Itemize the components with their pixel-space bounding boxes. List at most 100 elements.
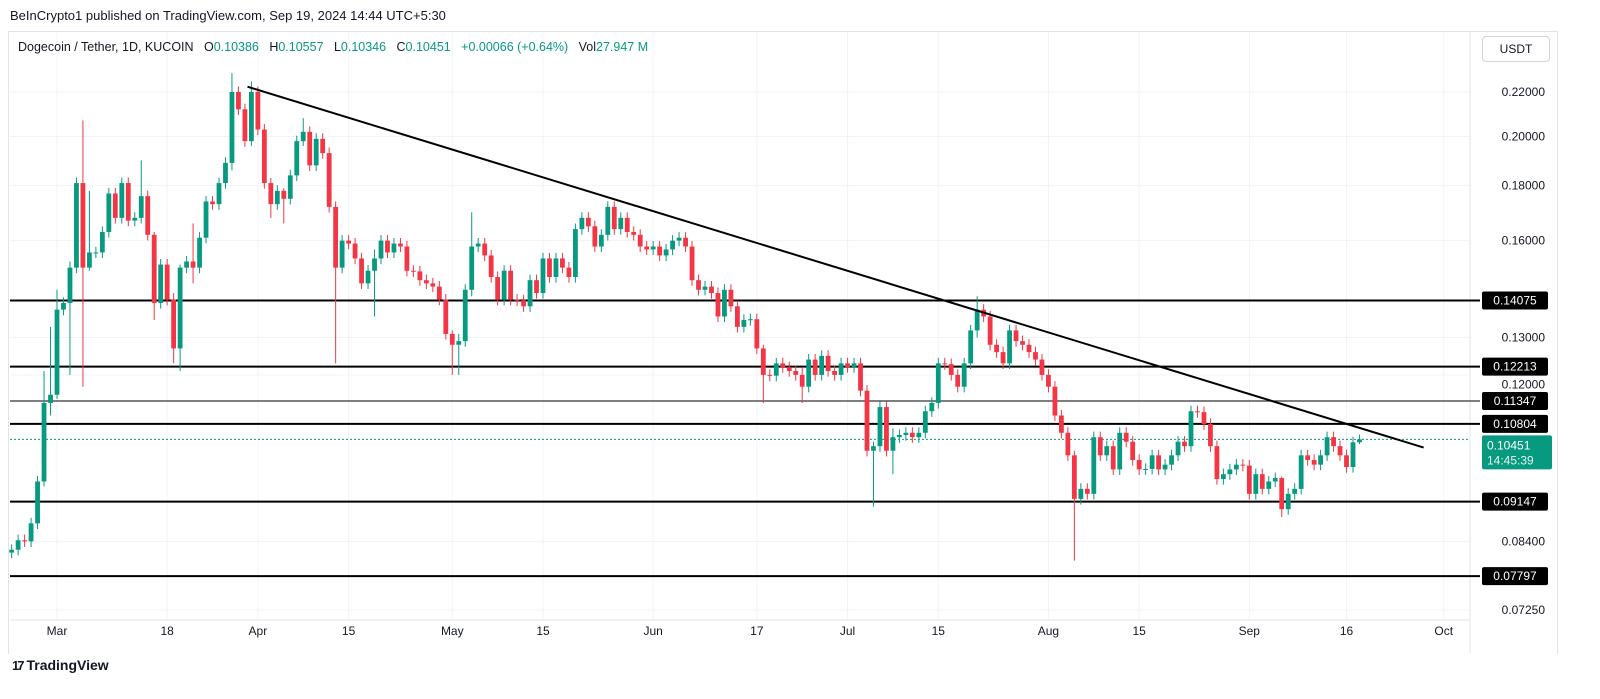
candle-up[interactable] xyxy=(540,252,546,299)
candle-up[interactable] xyxy=(462,284,468,347)
candle-down[interactable] xyxy=(1156,449,1161,476)
candle-down[interactable] xyxy=(948,358,954,381)
candle-up[interactable] xyxy=(294,135,300,182)
candle-up[interactable] xyxy=(249,81,254,146)
candle-up[interactable] xyxy=(67,261,73,375)
candle-down[interactable] xyxy=(631,226,637,241)
price-axis[interactable]: 0.22000 0.20000 0.18000 0.16000 0.13000 0.120… xyxy=(1502,85,1546,617)
candle-up[interactable] xyxy=(605,201,611,241)
candle-up[interactable] xyxy=(1078,483,1084,505)
candle-up[interactable] xyxy=(177,264,183,372)
candle-up[interactable] xyxy=(339,235,345,274)
candle-up[interactable] xyxy=(1292,483,1298,500)
candle-up[interactable] xyxy=(806,354,812,393)
candle-down[interactable] xyxy=(1195,405,1200,418)
candle-down[interactable] xyxy=(942,357,948,370)
currency-button[interactable]: USDT xyxy=(1482,36,1550,62)
candle-down[interactable] xyxy=(1201,406,1207,430)
candle-down[interactable] xyxy=(1123,427,1129,448)
candle-down[interactable] xyxy=(268,177,274,218)
candle-down[interactable] xyxy=(611,201,617,235)
candle-down[interactable] xyxy=(1052,381,1058,422)
candle-down[interactable] xyxy=(508,265,513,306)
candle-up[interactable] xyxy=(1272,472,1278,488)
candle-up[interactable] xyxy=(1357,434,1362,445)
candle-down[interactable] xyxy=(164,258,170,306)
candle-up[interactable] xyxy=(223,157,228,189)
candle-up[interactable] xyxy=(838,357,844,381)
candle-up[interactable] xyxy=(391,237,397,259)
candle-down[interactable] xyxy=(987,310,993,351)
candle-down[interactable] xyxy=(884,401,889,457)
candle-up[interactable] xyxy=(35,475,40,529)
candle-up[interactable] xyxy=(158,258,164,309)
candle-down[interactable] xyxy=(799,367,805,403)
candle-up[interactable] xyxy=(54,289,60,399)
candle-up[interactable] xyxy=(203,195,209,244)
candle-up[interactable] xyxy=(28,517,34,547)
candle-down[interactable] xyxy=(495,271,501,306)
candle-down[interactable] xyxy=(398,237,403,253)
candle-down[interactable] xyxy=(236,86,241,115)
candle-up[interactable] xyxy=(903,427,909,441)
candle-down[interactable] xyxy=(683,232,688,253)
candle-up[interactable] xyxy=(106,187,112,238)
candle-down[interactable] xyxy=(845,357,850,373)
candle-up[interactable] xyxy=(676,232,682,247)
candle-down[interactable] xyxy=(125,177,131,227)
candle-down[interactable] xyxy=(767,369,773,382)
candle-down[interactable] xyxy=(1039,354,1045,381)
candle-down[interactable] xyxy=(1182,436,1187,452)
candle-down[interactable] xyxy=(709,280,714,299)
candle-down[interactable] xyxy=(1136,454,1142,476)
candle-up[interactable] xyxy=(598,229,604,253)
candle-down[interactable] xyxy=(1026,339,1032,358)
candle-down[interactable] xyxy=(547,252,552,283)
candle-down[interactable] xyxy=(346,235,351,250)
candle-up[interactable] xyxy=(929,397,935,417)
candle-up[interactable] xyxy=(871,441,876,507)
candle-down[interactable] xyxy=(786,361,792,377)
candle-down[interactable] xyxy=(858,357,863,397)
candle-down[interactable] xyxy=(385,235,390,259)
candle-down[interactable] xyxy=(566,262,572,283)
candle-up[interactable] xyxy=(877,401,883,452)
candle-down[interactable] xyxy=(112,187,118,224)
candle-up[interactable] xyxy=(1162,459,1168,476)
candle-up[interactable] xyxy=(1104,440,1110,461)
candle-down[interactable] xyxy=(326,147,332,213)
candle-down[interactable] xyxy=(443,294,449,340)
candle-down[interactable] xyxy=(955,369,961,393)
candle-down[interactable] xyxy=(1259,468,1265,495)
candle-up[interactable] xyxy=(747,313,753,326)
candle-down[interactable] xyxy=(145,190,151,241)
candle-down[interactable] xyxy=(637,229,643,253)
candle-down[interactable] xyxy=(359,252,364,289)
candle-down[interactable] xyxy=(242,103,248,147)
tradingview-footer[interactable]: 17 TradingView xyxy=(12,657,109,673)
candle-up[interactable] xyxy=(1318,449,1323,471)
candle-up[interactable] xyxy=(553,252,559,283)
candle-down[interactable] xyxy=(657,240,663,262)
candle-up[interactable] xyxy=(132,212,138,227)
candle-up[interactable] xyxy=(87,190,92,271)
candle-down[interactable] xyxy=(1071,450,1077,561)
candle-up[interactable] xyxy=(469,212,475,297)
candle-down[interactable] xyxy=(22,534,27,547)
candle-down[interactable] xyxy=(482,237,488,262)
candle-down[interactable] xyxy=(430,277,436,293)
candle-up[interactable] xyxy=(897,429,902,443)
candle-down[interactable] xyxy=(1240,459,1246,472)
candle-down[interactable] xyxy=(307,126,313,171)
candle-up[interactable] xyxy=(216,177,222,210)
candle-down[interactable] xyxy=(825,350,831,377)
candle-up[interactable] xyxy=(93,246,99,259)
candle-up[interactable] xyxy=(313,133,319,171)
candle-up[interactable] xyxy=(702,280,708,296)
candle-up[interactable] xyxy=(365,265,371,289)
candle-down[interactable] xyxy=(1305,449,1311,466)
candle-down[interactable] xyxy=(864,385,870,457)
candle-down[interactable] xyxy=(994,339,999,358)
candle-down[interactable] xyxy=(404,240,410,277)
